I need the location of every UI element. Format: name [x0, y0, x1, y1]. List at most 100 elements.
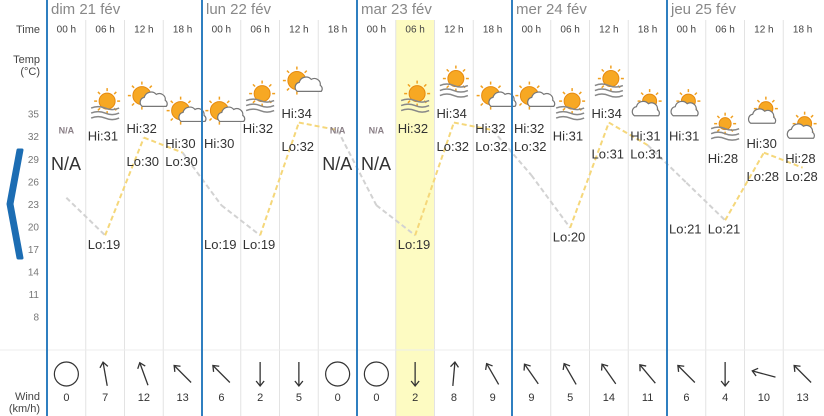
fog-line	[90, 110, 120, 116]
sun-ray	[226, 100, 230, 104]
hi-label: Hi:31	[669, 129, 699, 144]
time-label: Time	[16, 24, 40, 36]
wind-head	[450, 361, 460, 368]
fog-line	[439, 93, 469, 98]
fog-line	[400, 98, 430, 103]
wind-shaft	[523, 363, 539, 385]
sun-ray	[756, 99, 761, 103]
cloud	[631, 100, 660, 117]
sun-ray	[536, 85, 540, 89]
lo-label: Lo:32	[475, 139, 508, 154]
prev-button[interactable]	[6, 148, 24, 260]
wind-speed: 7	[102, 392, 108, 404]
y-tick-label: 29	[28, 155, 40, 166]
wind-shaft	[752, 370, 776, 378]
hi-label: Hi:32	[475, 121, 505, 136]
wind-arrow	[720, 362, 730, 388]
time-label: 18 h	[328, 25, 347, 36]
fog-line	[439, 88, 469, 93]
weather-icon	[439, 65, 469, 98]
sun-ray	[286, 87, 290, 91]
sun-ray	[640, 92, 644, 96]
wind-arrow	[562, 362, 577, 385]
wind-shaft	[452, 361, 456, 387]
icon-na: N/A	[330, 125, 346, 135]
y-tick-label: 11	[29, 290, 40, 301]
y-tick-label: 26	[28, 177, 40, 188]
wind-head	[523, 363, 531, 371]
sun	[718, 117, 732, 131]
na-label: N/A	[322, 154, 352, 174]
sun-ray	[149, 85, 153, 89]
hi-label: Hi:31	[630, 129, 660, 144]
na-label: N/A	[361, 154, 391, 174]
wind-head	[793, 364, 801, 372]
sun-ray	[480, 85, 484, 89]
temp-segment	[569, 122, 610, 229]
fog-line	[594, 88, 624, 93]
y-tick-label: 14	[28, 268, 40, 279]
time-label: 18 h	[173, 25, 192, 36]
sun-ray	[771, 99, 775, 103]
hi-label: Hi:31	[88, 129, 118, 144]
sun-ray	[446, 85, 450, 89]
wind-speed: 12	[138, 392, 150, 404]
weather-icon	[786, 111, 817, 139]
wind-speed: 0	[335, 392, 341, 404]
sun-ray	[679, 92, 683, 96]
sun-ray	[131, 85, 135, 89]
sun-ray	[97, 91, 101, 95]
wind-shaft	[677, 365, 696, 383]
time-label: 18 h	[793, 25, 812, 36]
wind-arrow	[677, 364, 696, 383]
wind-speed: 10	[758, 392, 770, 404]
time-label: 18 h	[483, 25, 502, 36]
sun-ray	[730, 115, 734, 119]
day-label: lun 22 fév	[206, 1, 272, 18]
day-label: jeu 25 fév	[670, 1, 737, 18]
wind-arrow	[793, 364, 812, 383]
sun-ray	[208, 100, 213, 104]
weather-icon	[515, 81, 556, 110]
cloud	[294, 76, 323, 92]
time-label: 00 h	[367, 25, 386, 36]
y-tick-label: 35	[28, 110, 40, 121]
wind-speed: 5	[567, 392, 573, 404]
wind-speed: 0	[373, 392, 379, 404]
temp-segment	[414, 122, 455, 236]
wind-arrow	[450, 361, 460, 387]
time-label: 00 h	[677, 25, 696, 36]
time-label: 18 h	[638, 25, 657, 36]
temp-segment	[530, 174, 571, 229]
sun-ray	[268, 83, 272, 88]
wind-head	[751, 367, 759, 377]
lo-label: Lo:19	[398, 237, 431, 252]
wind-speed: 14	[603, 392, 615, 404]
wind-head	[639, 364, 647, 372]
sun-ray	[304, 70, 308, 74]
cloud	[139, 91, 168, 107]
weather-icon	[476, 81, 517, 110]
lo-label: Lo:30	[127, 154, 160, 169]
y-tick-label: 17	[28, 245, 40, 256]
lo-label: Lo:20	[553, 229, 586, 244]
wind-shaft	[639, 364, 656, 384]
wind-arrow	[410, 362, 420, 388]
wind-arrow	[137, 361, 149, 386]
wind-shaft	[486, 363, 500, 385]
wind-arrow	[294, 362, 304, 388]
lo-label: Lo:21	[669, 222, 702, 237]
sun-ray	[518, 85, 523, 89]
hi-label: Hi:32	[514, 121, 544, 136]
cloud	[670, 100, 699, 117]
time-label: 12 h	[599, 25, 618, 36]
sun-ray	[286, 70, 290, 74]
fog-line	[710, 131, 740, 136]
weather-icon	[670, 89, 701, 117]
sun-ray	[462, 68, 466, 73]
hi-label: Hi:32	[398, 121, 428, 136]
sun-ray	[497, 85, 502, 89]
wind-head	[410, 380, 420, 388]
